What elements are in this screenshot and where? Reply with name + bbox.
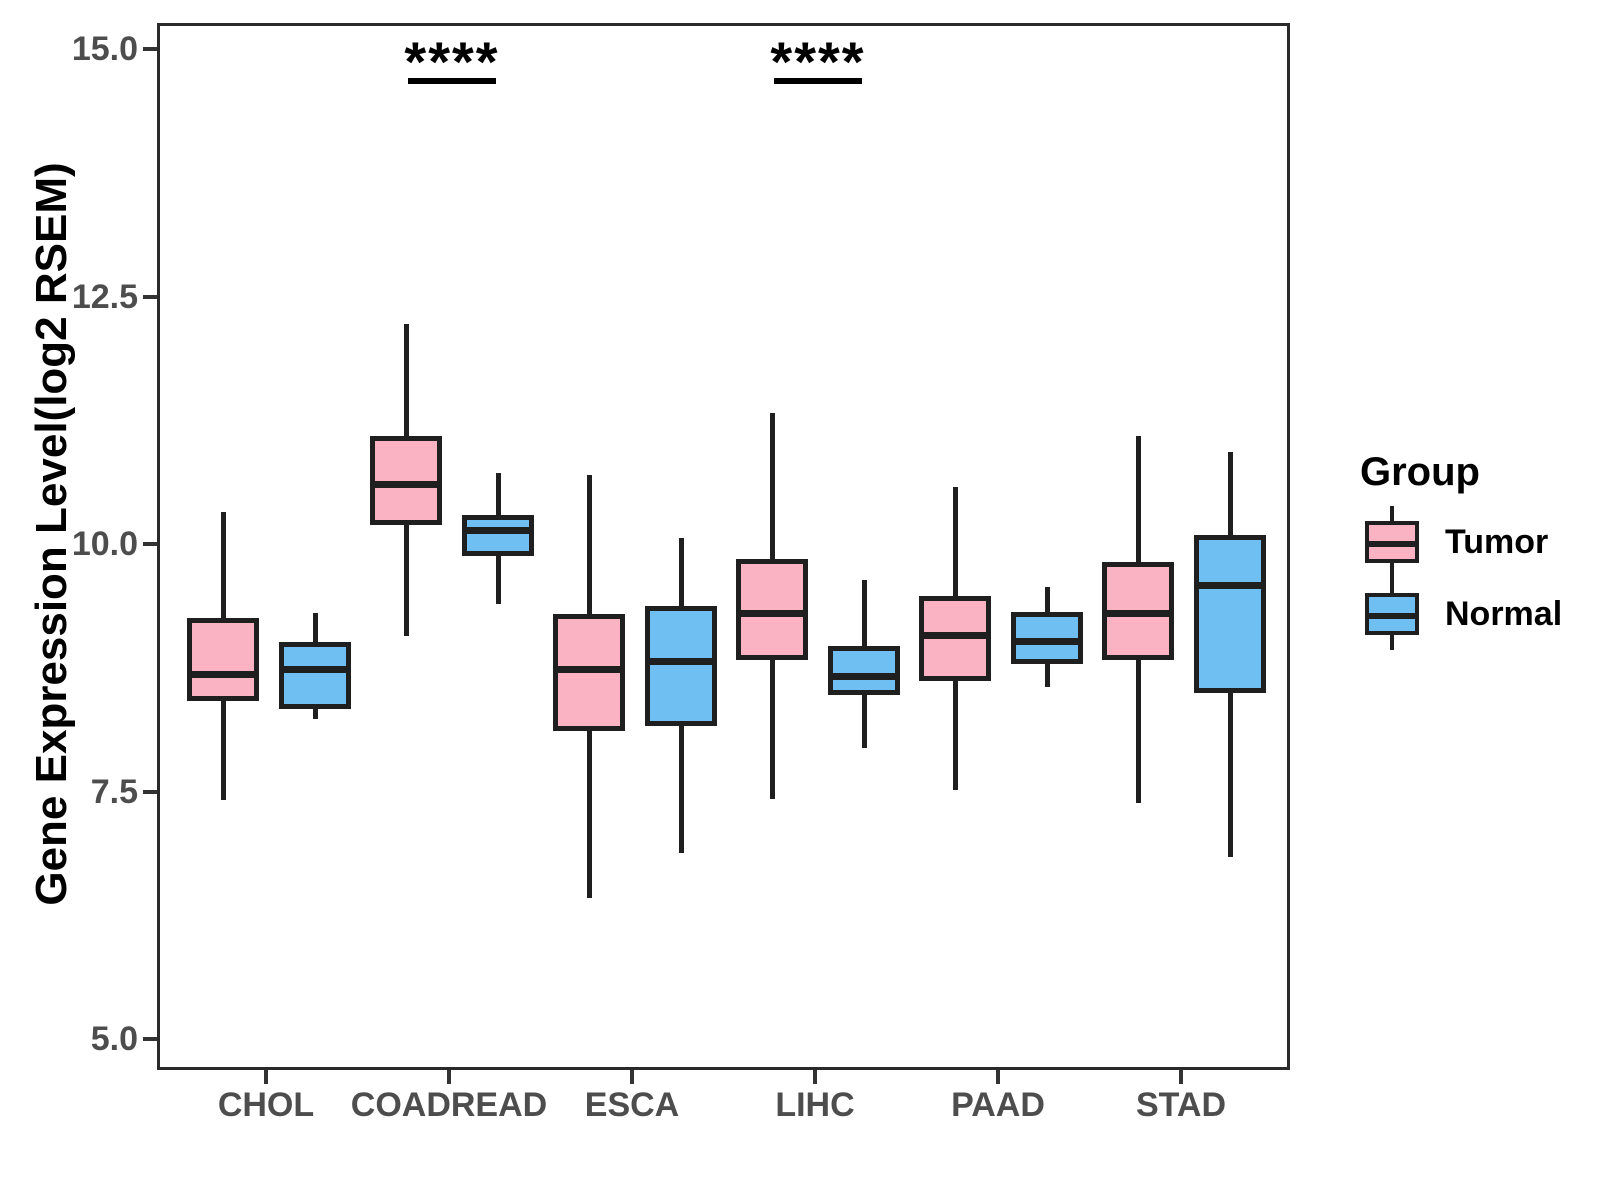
y-tick-mark <box>143 789 157 794</box>
legend: Group Tumor Normal <box>1330 426 1600 650</box>
normal-box-COADREAD <box>462 515 534 556</box>
tumor-median-STAD <box>1102 609 1174 617</box>
plot-panel: **** **** <box>157 23 1290 1070</box>
normal-box-ESCA <box>645 606 717 727</box>
normal-box-CHOL <box>279 642 351 710</box>
key-median <box>1369 613 1415 619</box>
x-tick-mark <box>630 1070 634 1084</box>
x-tick-label: LIHC <box>775 1086 855 1124</box>
y-tick-label: 5.0 <box>90 1020 138 1058</box>
normal-median-STAD <box>1194 582 1266 590</box>
key-whisker-top <box>1390 578 1394 593</box>
y-tick-mark <box>143 1037 157 1041</box>
y-tick-label: 7.5 <box>90 772 138 811</box>
tumor-box-COADREAD <box>370 436 442 526</box>
x-tick-mark <box>996 1070 1000 1084</box>
key-whisker-bottom <box>1390 563 1394 578</box>
key-median <box>1369 541 1415 547</box>
key-box <box>1365 593 1419 635</box>
x-tick-mark <box>813 1070 817 1084</box>
normal-median-COADREAD <box>462 526 534 534</box>
normal-median-ESCA <box>645 658 717 666</box>
legend-label-normal: Normal <box>1445 595 1563 633</box>
normal-median-PAAD <box>1011 637 1083 645</box>
tumor-box-LIHC <box>736 558 808 660</box>
key-whisker-top <box>1390 506 1394 521</box>
significance-bar-COADREAD <box>408 78 496 84</box>
y-tick-mark <box>143 47 157 51</box>
x-tick-mark <box>447 1070 451 1084</box>
tumor-median-ESCA <box>553 666 625 674</box>
tumor-median-PAAD <box>919 631 991 639</box>
y-tick-label: 15.0 <box>71 30 138 68</box>
normal-boxplot-key-icon <box>1365 578 1419 650</box>
tumor-box-CHOL <box>187 618 259 702</box>
key-box <box>1365 521 1419 563</box>
normal-box-STAD <box>1194 535 1266 693</box>
x-tick-label: COADREAD <box>350 1086 548 1124</box>
y-tick-label: 10.0 <box>71 525 138 563</box>
tumor-median-LIHC <box>736 609 808 617</box>
legend-label-tumor: Tumor <box>1445 523 1549 561</box>
y-tick-mark <box>143 542 157 546</box>
x-tick-label: ESCA <box>584 1086 680 1124</box>
x-tick-label: PAAD <box>951 1086 1045 1124</box>
x-tick-label: CHOL <box>217 1086 315 1124</box>
normal-median-CHOL <box>279 666 351 674</box>
x-tick-mark <box>264 1070 268 1084</box>
tumor-boxplot-key-icon <box>1365 506 1419 578</box>
normal-median-LIHC <box>828 673 900 681</box>
key-whisker-bottom <box>1390 635 1394 650</box>
significance-bar-LIHC <box>774 78 862 84</box>
x-tick-label: STAD <box>1135 1086 1227 1124</box>
x-tick-mark <box>1179 1070 1183 1084</box>
legend-entry-normal: Normal <box>1365 578 1600 650</box>
y-tick-mark <box>143 294 157 299</box>
legend-title: Group <box>1360 450 1480 494</box>
normal-box-LIHC <box>828 646 900 695</box>
y-tick-label: 12.5 <box>71 277 138 316</box>
tumor-median-COADREAD <box>370 481 442 489</box>
legend-entry-tumor: Tumor <box>1365 506 1600 578</box>
tumor-median-CHOL <box>187 671 259 679</box>
